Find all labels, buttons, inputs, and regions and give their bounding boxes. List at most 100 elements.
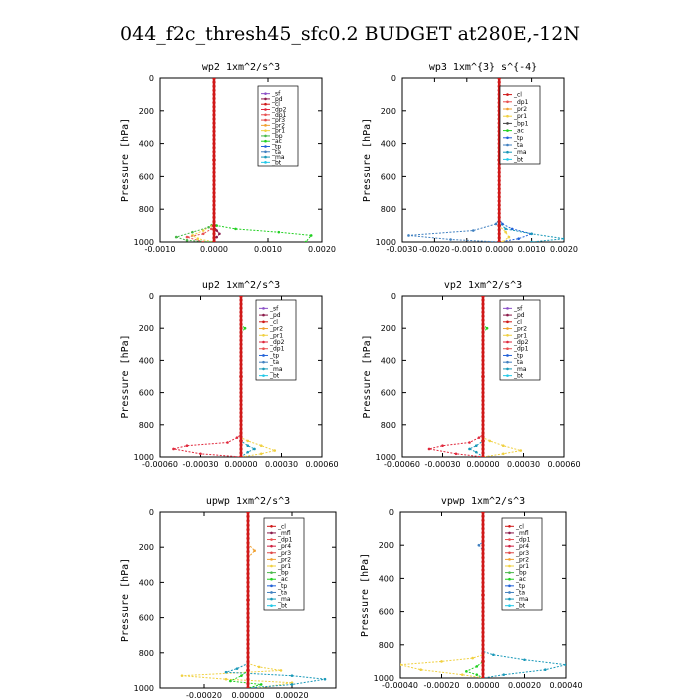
data-point	[235, 436, 239, 439]
legend-label: _pr1	[271, 128, 285, 135]
data-point	[246, 545, 250, 549]
data-point	[497, 228, 501, 232]
y-tick-label: 200	[379, 541, 394, 550]
data-point	[481, 539, 485, 543]
data-point	[212, 203, 216, 207]
legend-label: _pr1	[513, 332, 527, 339]
data-point	[212, 162, 216, 166]
data-point	[212, 170, 216, 174]
x-tick-label: 0.00060	[547, 460, 580, 469]
data-point	[497, 236, 501, 240]
data-point	[468, 441, 471, 444]
panel-title: wp2 1xm^2/s^3	[202, 62, 280, 73]
data-point	[497, 199, 501, 203]
data-point	[246, 620, 250, 624]
legend-label: _cl	[269, 319, 278, 326]
x-tick-label: 0.00020	[275, 691, 308, 700]
data-point	[427, 447, 431, 451]
series-group	[427, 296, 523, 457]
y-tick-label: 0	[149, 508, 154, 517]
data-point	[481, 610, 485, 614]
y-tick-label: 200	[139, 107, 154, 116]
data-point	[246, 532, 250, 536]
data-point	[239, 322, 243, 326]
y-tick-label: 800	[139, 649, 154, 658]
x-tick-label: -0.00030	[425, 460, 461, 469]
data-point	[259, 683, 263, 686]
data-point	[481, 560, 485, 564]
x-tick-label: 0.00020	[508, 681, 541, 690]
legend-marker	[506, 100, 509, 104]
data-point	[277, 230, 281, 234]
legend-label: _dp1	[271, 112, 287, 119]
y-axis-label: Pressure [hPa]	[120, 118, 131, 202]
data-point	[212, 183, 216, 187]
legend-label: _tp	[271, 144, 281, 151]
data-point	[212, 166, 216, 170]
data-point	[212, 129, 216, 133]
data-point	[246, 514, 250, 519]
data-point	[239, 338, 243, 342]
legend-label: _dp2	[269, 339, 285, 346]
data-point	[419, 668, 423, 671]
data-point	[212, 211, 216, 215]
data-point	[481, 655, 485, 659]
data-point	[212, 224, 216, 228]
data-point	[246, 646, 250, 651]
data-point	[207, 225, 210, 229]
legend-label: _bt	[277, 603, 288, 610]
data-point	[234, 227, 237, 231]
data-point	[224, 677, 228, 681]
y-tick-label: 400	[381, 356, 396, 365]
legend-label: _pr2	[513, 106, 527, 113]
series-line-pr1	[400, 512, 484, 678]
legend-marker	[508, 597, 511, 601]
legend-label: _bt	[269, 373, 280, 380]
legend-marker	[508, 577, 511, 581]
panel-4: vp2 1xm^2/s^3 Pressure [hPa] 0 200 400 600 800…	[362, 280, 581, 469]
x-tick-label: -0.00060	[384, 460, 420, 469]
data-point	[543, 668, 547, 671]
data-point	[481, 639, 485, 643]
data-point	[481, 419, 485, 423]
data-point	[239, 378, 243, 383]
data-point	[494, 222, 498, 226]
data-point	[501, 240, 504, 242]
data-point	[212, 154, 216, 158]
legend-marker	[264, 124, 267, 127]
y-tick-label: 0	[391, 292, 396, 301]
data-point	[239, 346, 243, 350]
data-point	[481, 585, 485, 589]
data-point	[481, 298, 485, 302]
legend-marker	[270, 591, 273, 594]
y-tick-label: 200	[139, 324, 154, 333]
data-point	[481, 391, 485, 395]
data-point	[212, 195, 216, 199]
legend-label: _ac	[277, 576, 288, 583]
data-point	[497, 232, 501, 236]
legend-marker	[262, 367, 265, 371]
data-point	[239, 427, 243, 431]
y-tick-label: 400	[381, 140, 396, 149]
data-point	[497, 224, 501, 228]
y-tick-label: 1000	[376, 453, 396, 462]
data-point	[239, 314, 243, 318]
legend-marker	[508, 538, 511, 541]
data-point	[212, 88, 216, 92]
series-line-bp	[174, 78, 215, 242]
data-point	[246, 523, 250, 527]
legend-marker	[506, 313, 509, 317]
data-point	[481, 580, 485, 585]
data-point	[481, 346, 485, 350]
data-point	[212, 109, 216, 113]
data-point	[239, 334, 243, 338]
legend-marker	[506, 320, 509, 324]
legend-label: _ta	[515, 589, 525, 596]
x-tick-label: -0.0010	[451, 245, 482, 254]
legend-marker	[506, 107, 509, 111]
data-point	[246, 439, 250, 443]
data-point	[239, 443, 243, 447]
legend-label: _dp2	[513, 339, 529, 346]
series-group	[400, 512, 566, 678]
data-point	[497, 215, 501, 219]
